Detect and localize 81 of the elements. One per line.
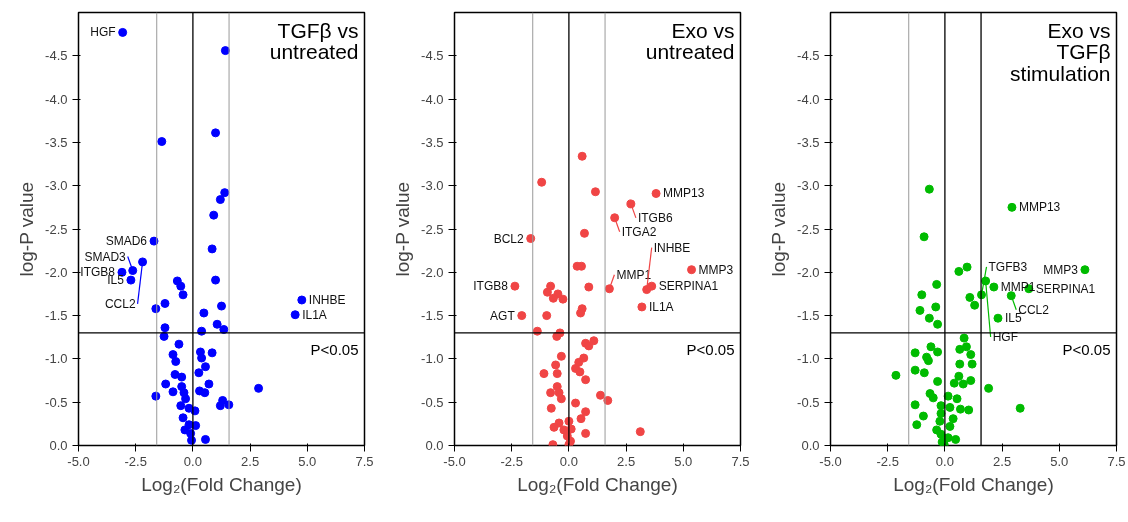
x-tick-label: 5.0 xyxy=(298,453,317,469)
y-tick-label: 0.0 xyxy=(425,438,444,453)
y-tick-label: -2.5 xyxy=(421,221,444,237)
y-tick-label: -1.5 xyxy=(797,308,820,324)
x-tick-label: 5.0 xyxy=(674,453,693,469)
y-tick-label: -1.5 xyxy=(45,308,68,324)
y-axis-title: log-P value xyxy=(392,181,414,277)
annotation: SERPINA1 xyxy=(658,279,719,294)
x-tick-label: 0.0 xyxy=(183,453,202,469)
x-tick-label: 5.0 xyxy=(1050,453,1069,469)
y-tick-label: -4.0 xyxy=(45,91,68,107)
annotation: IL1A xyxy=(302,307,327,322)
x-tick-label: -5.0 xyxy=(819,453,842,469)
y-tick-label: -3.0 xyxy=(421,178,444,194)
y-tick-label: -3.5 xyxy=(45,134,68,150)
y-tick-label: -3.5 xyxy=(421,134,444,150)
x-axis-title: Log₂(Fold Change) xyxy=(517,473,678,495)
annotation: SMAD3 xyxy=(84,249,127,264)
y-tick-label: -2.0 xyxy=(797,264,820,280)
y-axis-title: log-P value xyxy=(768,181,790,277)
y-tick-label: -2.0 xyxy=(45,264,68,280)
annotation: P<0.05 xyxy=(686,340,735,358)
annotation: IL1A xyxy=(648,299,674,314)
y-tick-label: -3.5 xyxy=(797,134,820,150)
annotation: CCL2 xyxy=(104,296,136,311)
annotation: ITGB8 xyxy=(473,279,509,294)
x-axis-title: Log₂(Fold Change) xyxy=(141,473,302,495)
x-tick-label: 2.5 xyxy=(241,453,260,469)
annotation: P<0.05 xyxy=(310,340,359,358)
annotation: ITGB6 xyxy=(637,210,673,225)
annotation: MMP3 xyxy=(698,262,734,277)
x-tick-label: -2.5 xyxy=(124,453,147,469)
y-tick-label: -1.0 xyxy=(797,351,820,367)
annotation: BCL2 xyxy=(493,231,525,246)
y-tick-label: -0.5 xyxy=(797,394,820,410)
x-tick-label: -5.0 xyxy=(67,453,90,469)
y-tick-label: -4.5 xyxy=(797,48,820,64)
annotation: AGT xyxy=(490,308,516,323)
annotation: HGF xyxy=(90,25,116,40)
x-axis-title: Log₂(Fold Change) xyxy=(893,473,1054,495)
annotation: INHBE xyxy=(308,293,346,308)
x-tick-label: -2.5 xyxy=(500,453,523,469)
x-tick-label: 7.5 xyxy=(1107,453,1126,469)
annotation: MMP3 xyxy=(1043,262,1079,277)
x-tick-label: -5.0 xyxy=(443,453,466,469)
annotation: INHBE xyxy=(653,240,691,255)
annotation: TGFB3 xyxy=(988,259,1028,274)
y-tick-label: -3.0 xyxy=(45,178,68,194)
annotation: MMP13 xyxy=(663,186,705,201)
text: Exo vs untreated xyxy=(645,18,735,64)
y-tick-label: -1.0 xyxy=(421,351,444,367)
text: TGFβ vs untreated xyxy=(269,18,359,64)
x-tick-label: 2.5 xyxy=(617,453,636,469)
x-tick-label: 2.5 xyxy=(993,453,1012,469)
y-tick-label: -4.0 xyxy=(797,91,820,107)
y-tick-label: -1.0 xyxy=(45,351,68,367)
y-tick-label: -2.5 xyxy=(45,221,68,237)
y-tick-label: -4.5 xyxy=(421,48,444,64)
x-tick-label: 7.5 xyxy=(355,453,374,469)
y-tick-label: -4.5 xyxy=(45,48,68,64)
y-tick-label: -0.5 xyxy=(45,394,68,410)
y-tick-label: 0.0 xyxy=(801,438,820,453)
y-tick-label: -0.5 xyxy=(421,394,444,410)
x-tick-label: -2.5 xyxy=(876,453,899,469)
y-tick-label: -1.5 xyxy=(421,308,444,324)
annotation: MMP13 xyxy=(1018,200,1061,215)
annotation: SERPINA1 xyxy=(1035,281,1096,296)
x-tick-label: 0.0 xyxy=(559,453,578,469)
y-tick-label: -2.0 xyxy=(421,264,444,280)
y-tick-label: -4.0 xyxy=(421,91,444,107)
x-tick-label: 7.5 xyxy=(731,453,750,469)
y-tick-label: 0.0 xyxy=(49,438,68,453)
y-tick-label: -3.0 xyxy=(797,178,820,194)
text: Exo vs TGFβ stimulation xyxy=(1010,18,1111,86)
annotation: ITGA2 xyxy=(621,224,657,239)
annotation: HGF xyxy=(992,329,1018,344)
y-tick-label: -2.5 xyxy=(797,221,820,237)
y-axis-title: log-P value xyxy=(16,181,38,277)
x-tick-label: 0.0 xyxy=(935,453,954,469)
annotation: P<0.05 xyxy=(1062,340,1111,358)
annotation: SMAD6 xyxy=(105,234,148,249)
